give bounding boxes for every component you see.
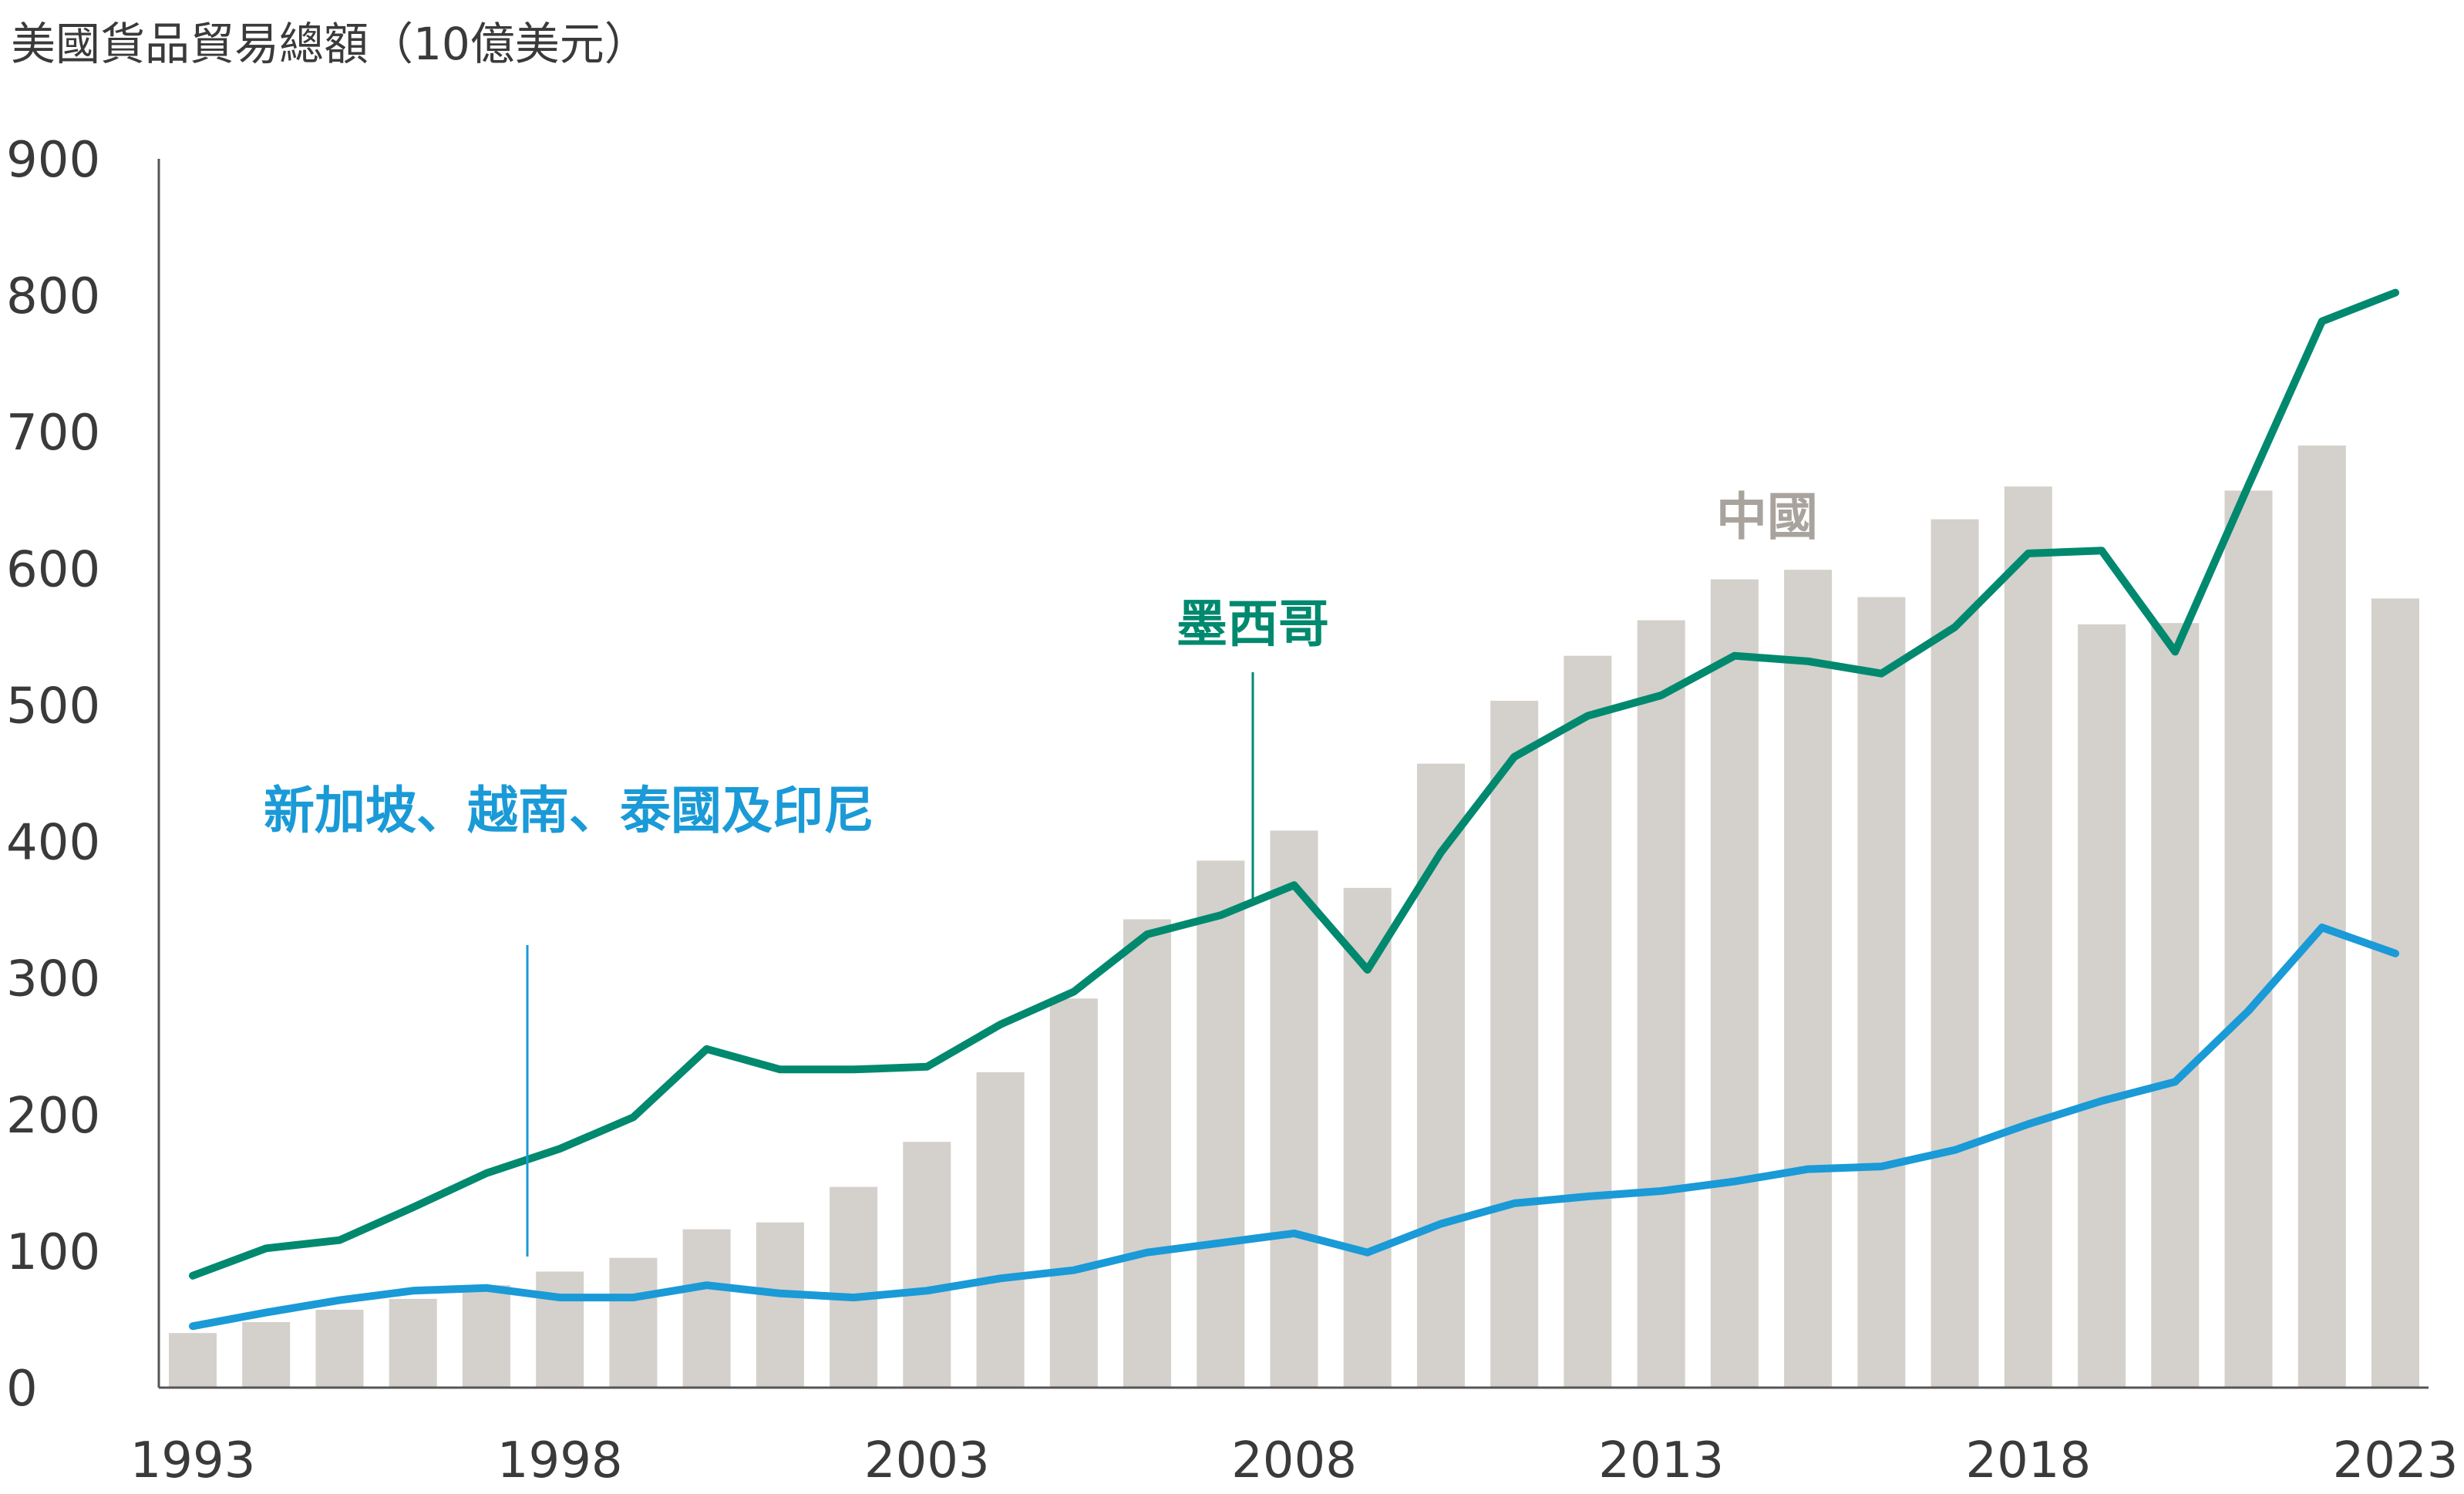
bar-china-2022: [2297, 445, 2346, 1388]
bar-china-2010: [1417, 763, 1465, 1388]
label-mexico: 墨西哥: [1176, 594, 1329, 654]
label-china: 中國: [1716, 487, 1818, 547]
y-tick-100: 100: [6, 1224, 100, 1281]
x-tick-1998: 1998: [497, 1432, 623, 1489]
chart-title: 美國貨品貿易總額（10億美元）: [11, 18, 649, 70]
bar-china-2011: [1490, 701, 1539, 1388]
y-tick-200: 200: [6, 1088, 100, 1145]
bar-china-2023: [2371, 598, 2419, 1388]
x-tick-2013: 2013: [1598, 1432, 1724, 1489]
line-mexico: [189, 288, 2399, 1280]
bar-china-2020: [2151, 623, 2200, 1388]
y-tick-0: 0: [6, 1361, 38, 1418]
bar-china-1999: [609, 1257, 658, 1388]
bar-china-2017: [1930, 519, 1979, 1388]
x-tick-labels: 1993 1998 2003 2008 2013 2018 2023: [130, 1432, 2459, 1489]
bar-china-2014: [1710, 579, 1759, 1388]
y-tick-800: 800: [6, 268, 100, 325]
bar-china-2012: [1564, 655, 1612, 1388]
bar-china-2006: [1123, 919, 1171, 1388]
x-tick-1993: 1993: [130, 1432, 256, 1489]
bar-china-1997: [462, 1285, 510, 1388]
x-tick-2008: 2008: [1231, 1432, 1357, 1489]
bar-china-2021: [2224, 490, 2273, 1388]
bar-china-2019: [2078, 624, 2126, 1388]
bar-china-2002: [830, 1186, 878, 1388]
bar-china-2016: [1857, 597, 1906, 1388]
bar-china-2008: [1270, 830, 1318, 1388]
bar-china-1993: [169, 1333, 217, 1388]
series-annotations: 中國 墨西哥 新加坡、越南、泰國及印尼: [264, 487, 1818, 1257]
label-southeast-asia: 新加坡、越南、泰國及印尼: [264, 781, 874, 840]
y-tick-labels: 0 100 200 300 400 500 600 700 800 900: [6, 132, 100, 1418]
bar-china-1998: [536, 1271, 584, 1388]
bar-china-2005: [1049, 998, 1098, 1388]
x-tick-2018: 2018: [1965, 1432, 2091, 1489]
bar-china-1996: [389, 1298, 437, 1388]
bars-china: [169, 445, 2419, 1388]
y-tick-700: 700: [6, 405, 100, 462]
bar-china-1994: [242, 1322, 291, 1388]
bar-china-2013: [1637, 620, 1685, 1388]
y-tick-500: 500: [6, 678, 100, 735]
y-tick-900: 900: [6, 132, 100, 189]
bar-china-2003: [903, 1142, 951, 1388]
bar-china-2004: [976, 1072, 1025, 1388]
bar-china-2001: [756, 1222, 804, 1388]
axes: [157, 159, 2429, 1389]
bar-china-2018: [2004, 486, 2052, 1388]
bar-china-2007: [1197, 860, 1245, 1388]
y-tick-400: 400: [6, 815, 100, 872]
bar-china-2000: [682, 1229, 731, 1388]
y-tick-300: 300: [6, 951, 100, 1008]
bar-china-1995: [315, 1310, 364, 1388]
bar-china-2015: [1784, 570, 1833, 1388]
y-tick-600: 600: [6, 541, 100, 598]
line-southeast-asia: [189, 924, 2399, 1331]
x-tick-2003: 2003: [864, 1432, 990, 1489]
x-tick-2023: 2023: [2333, 1432, 2459, 1489]
series-lines: [189, 288, 2399, 1331]
